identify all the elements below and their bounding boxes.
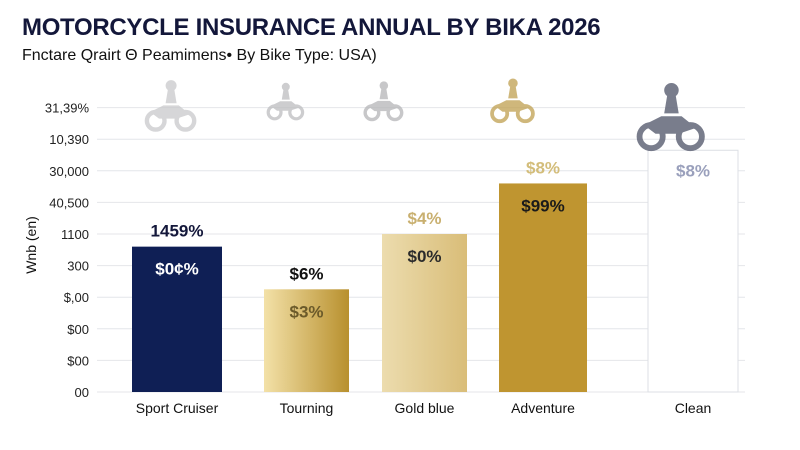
bar-top-label: $6%: [289, 264, 323, 283]
bar-top-label: $4%: [407, 209, 441, 228]
motorcycle-icon: [636, 82, 705, 152]
x-tick-label: Adventure: [511, 400, 575, 416]
motorcycle-icon: [363, 81, 404, 122]
x-tick-label: Tourning: [280, 400, 334, 416]
chart-title: MOTORCYCLE INSURANCE ANNUAL BY BIKA 2026: [22, 14, 601, 41]
motorcycle-icon: [490, 78, 535, 124]
chart-subtitle: Fnctare Qrairt Θ Peamimens• By Bike Type…: [22, 47, 377, 64]
x-tick-label: Clean: [675, 400, 712, 416]
bar-inner-label: $3%: [289, 302, 323, 321]
y-axis-label: Wnb (en): [23, 216, 39, 274]
bar-top-label: $8%: [526, 158, 560, 177]
bar-gold-blue: [382, 234, 467, 392]
y-tick-label: $00: [67, 322, 89, 337]
y-tick-label: $00: [67, 353, 89, 368]
y-tick-label: 1100: [61, 227, 89, 242]
motorcycle-icon: [266, 82, 305, 121]
x-tick-label: Gold blue: [395, 400, 455, 416]
bar-tourning: [264, 289, 349, 392]
bar-adventure: [499, 183, 587, 392]
bar-top-label: 1459%: [151, 222, 204, 241]
bar-inner-label: $99%: [521, 196, 564, 215]
bar-sport-cruiser: [132, 246, 222, 392]
y-tick-label: 30,000: [49, 164, 89, 179]
bar-inner-label: $0¢%: [155, 260, 198, 279]
y-tick-label: 40,500: [49, 195, 89, 210]
y-tick-label: 10,390: [49, 132, 89, 147]
y-tick-label: 31,39%: [45, 101, 90, 116]
y-tick-label: $,00: [64, 290, 89, 305]
bar-inner-label: $0%: [407, 247, 441, 266]
x-tick-label: Sport Cruiser: [136, 400, 219, 416]
motorcycle-icon: [144, 80, 197, 132]
bar-top-label: $8%: [676, 161, 710, 180]
bar-clean: [647, 149, 739, 393]
y-tick-label: 00: [75, 385, 89, 400]
y-tick-label: 300: [67, 259, 89, 274]
